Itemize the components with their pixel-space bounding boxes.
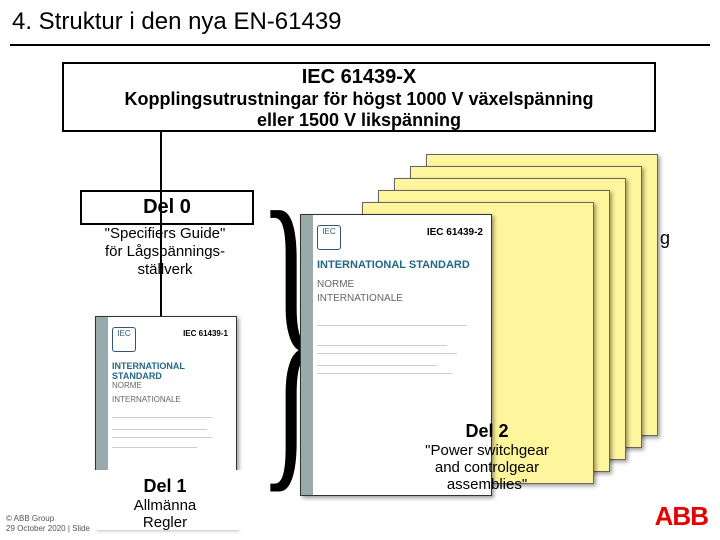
hidden-card-text-2: g bbox=[660, 228, 670, 249]
doc-line bbox=[317, 345, 447, 346]
del2-title: Del 2 bbox=[382, 421, 592, 442]
title-underline bbox=[10, 44, 710, 46]
doc-line bbox=[317, 353, 457, 354]
del0-description: "Specifiers Guide" för Lågspännings- stä… bbox=[80, 225, 250, 279]
doc-line bbox=[112, 417, 212, 418]
doc-line bbox=[317, 373, 452, 374]
del1-title: Del 1 bbox=[95, 476, 235, 497]
doc-int-std: INTERNATIONAL STANDARD bbox=[317, 259, 470, 271]
iec-logo-icon: IEC bbox=[317, 225, 341, 250]
del0-title: Del 0 bbox=[82, 192, 252, 223]
del2-label: Del 2 "Power switchgear and controlgear … bbox=[382, 421, 592, 493]
footer-line-1: © ABB Group bbox=[6, 514, 54, 523]
del0-desc-2: för Lågspännings- bbox=[105, 243, 225, 260]
doc-int-std: INTERNATIONAL STANDARD bbox=[112, 361, 236, 381]
del2-sub-1: "Power switchgear bbox=[425, 442, 549, 459]
doc-line bbox=[112, 447, 197, 448]
doc-code: IEC 61439-2 bbox=[427, 227, 483, 238]
del2-sub-2: and controlgear bbox=[435, 459, 539, 476]
doc-line bbox=[112, 437, 212, 438]
del1-label: Del 1 Allmänna Regler bbox=[95, 476, 235, 531]
del1-sub-1: Allmänna bbox=[134, 497, 197, 514]
doc-line bbox=[317, 325, 467, 326]
del0-desc-1: "Specifiers Guide" bbox=[105, 225, 226, 242]
abb-logo: ABB bbox=[655, 501, 708, 532]
del1-sub-2: Regler bbox=[143, 514, 187, 531]
slide-title: 4. Struktur i den nya EN-61439 bbox=[12, 8, 342, 36]
del0-desc-3: ställverk bbox=[137, 261, 192, 278]
doc-internationale: INTERNATIONALE bbox=[317, 293, 403, 304]
doc-internationale: INTERNATIONALE bbox=[112, 395, 181, 404]
doc-norme: NORME bbox=[112, 381, 142, 390]
header-line-2: Kopplingsutrustningar för högst 1000 V v… bbox=[64, 89, 654, 110]
doc-norme: NORME bbox=[317, 279, 354, 290]
header-line-1: IEC 61439-X bbox=[64, 66, 654, 89]
footer-line-2: 29 October 2020 | Slide bbox=[6, 524, 90, 533]
footer: © ABB Group 29 October 2020 | Slide bbox=[6, 514, 90, 534]
doc-line bbox=[317, 365, 437, 366]
iec-logo-icon: IEC bbox=[112, 327, 136, 352]
header-line-3: eller 1500 V likspänning bbox=[64, 110, 654, 131]
del0-box: Del 0 bbox=[80, 190, 254, 225]
del2-sub-3: assemblies" bbox=[447, 476, 527, 493]
doc-side-bar bbox=[301, 215, 313, 495]
doc-code: IEC 61439-1 bbox=[183, 329, 228, 338]
header-box: IEC 61439-X Kopplingsutrustningar för hö… bbox=[62, 62, 656, 132]
doc-line bbox=[112, 429, 207, 430]
